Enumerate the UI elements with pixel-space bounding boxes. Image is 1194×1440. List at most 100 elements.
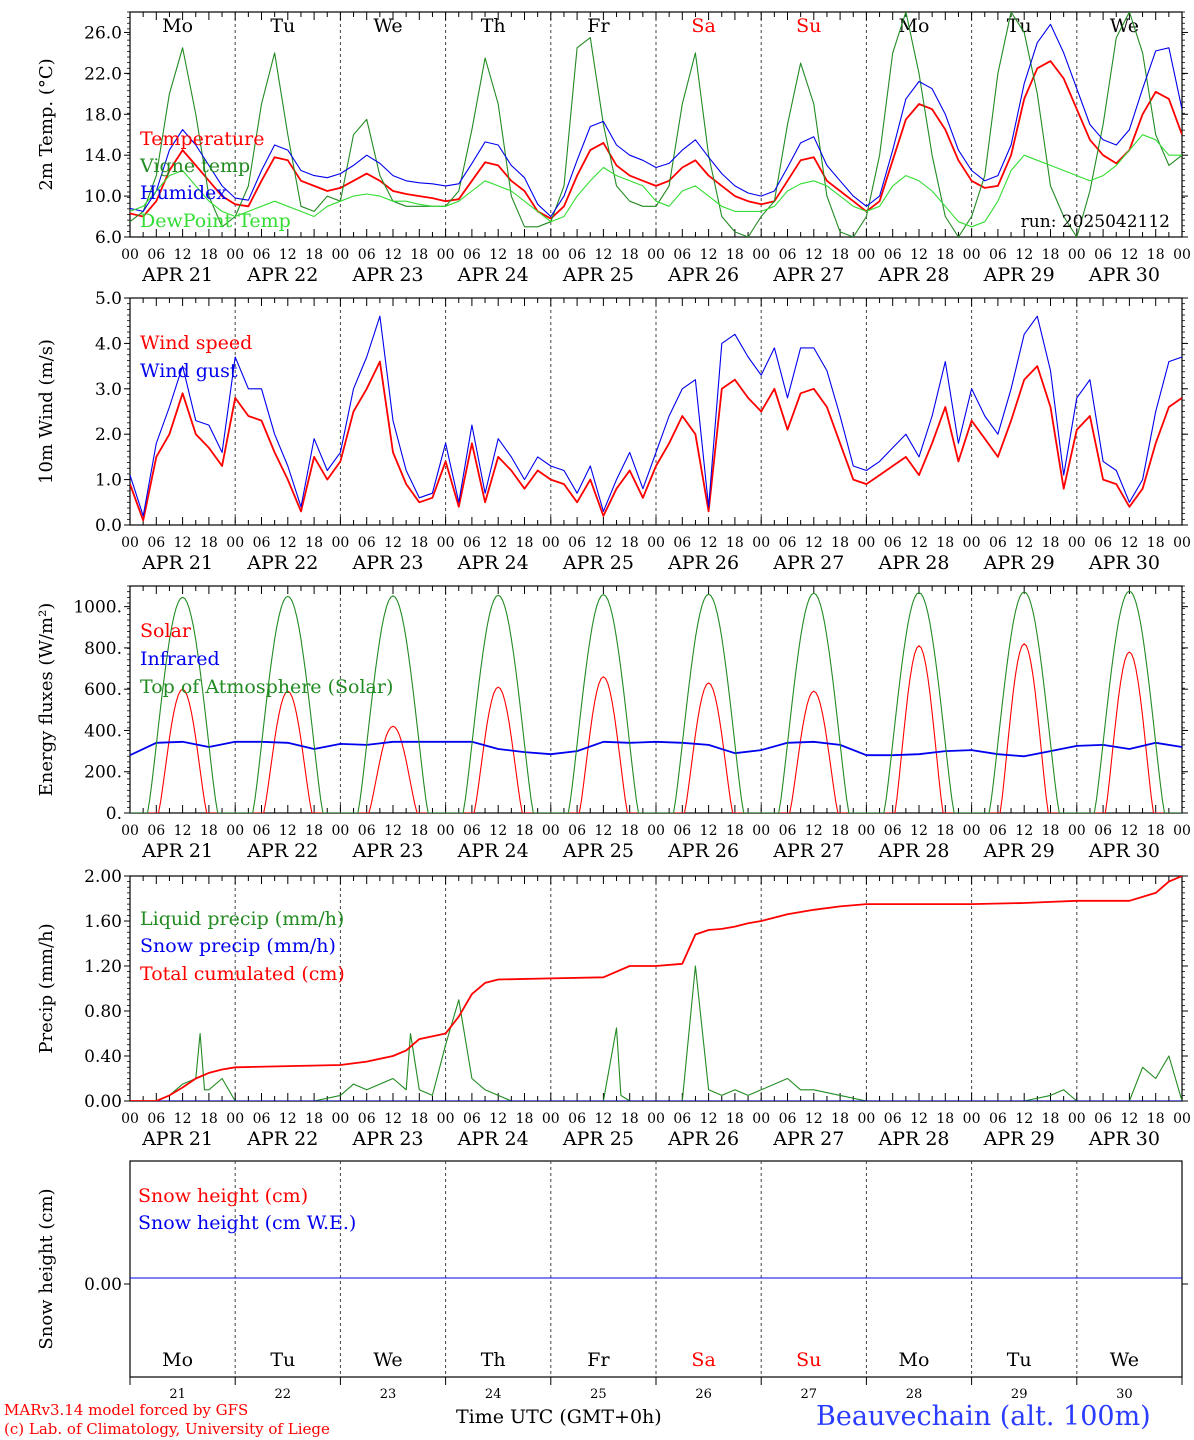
hour-tick-label: 00	[752, 535, 770, 551]
hour-tick-label: 00	[437, 535, 455, 551]
y-axis-label: 2m Temp. (°C)	[36, 58, 57, 190]
copyright-credit: (c) Lab. of Climatology, University of L…	[4, 1420, 330, 1438]
y-axis-label: Snow height (cm)	[36, 1188, 57, 1349]
hour-tick-label: 12	[174, 247, 192, 263]
y-tick-label: 200.	[84, 763, 122, 783]
hour-tick-label: 06	[884, 823, 902, 839]
hour-tick-label: 12	[1120, 1111, 1138, 1127]
plot-area	[130, 590, 1182, 813]
hour-tick-label: 18	[305, 823, 323, 839]
date-label: APR 28	[877, 1128, 949, 1150]
legend-entry: Snow precip (mm/h)	[140, 935, 336, 957]
y-tick-label: 2.00	[84, 867, 122, 887]
hour-tick-label: 00	[963, 247, 981, 263]
date-label: APR 23	[351, 264, 423, 286]
date-label: APR 27	[772, 552, 844, 574]
date-label: APR 27	[772, 1128, 844, 1150]
hour-tick-label: 12	[489, 247, 507, 263]
hour-tick-label: 00	[1173, 1111, 1191, 1127]
series-line	[130, 23, 1182, 218]
hour-tick-label: 06	[253, 247, 271, 263]
hour-tick-label: 12	[1120, 247, 1138, 263]
y-tick-label: 0.00	[84, 1275, 122, 1295]
hour-tick-label: 00	[542, 535, 560, 551]
hour-tick-label: 12	[594, 1111, 612, 1127]
date-label: APR 29	[983, 264, 1055, 286]
hour-tick-label: 00	[647, 247, 665, 263]
hour-tick-label: 18	[200, 823, 218, 839]
day-number-label: 26	[695, 1387, 712, 1402]
hour-tick-label: 12	[279, 247, 297, 263]
hour-tick-label: 00	[331, 823, 349, 839]
hour-tick-label: 06	[463, 535, 481, 551]
date-label: APR 28	[877, 264, 949, 286]
y-tick-label: 3.0	[95, 380, 122, 400]
day-name-label: Su	[796, 1349, 821, 1371]
legend-entry: Temperature	[140, 128, 264, 150]
hour-tick-label: 00	[963, 1111, 981, 1127]
hour-tick-label: 18	[410, 1111, 428, 1127]
hour-tick-label: 18	[410, 535, 428, 551]
hour-tick-label: 12	[805, 823, 823, 839]
date-label: APR 25	[562, 552, 634, 574]
hour-tick-label: 00	[1068, 1111, 1086, 1127]
hour-tick-label: 12	[805, 535, 823, 551]
hour-tick-label: 12	[594, 535, 612, 551]
hour-tick-label: 18	[200, 1111, 218, 1127]
hour-tick-label: 18	[516, 1111, 534, 1127]
series-line	[130, 12, 1182, 237]
hour-tick-label: 06	[253, 535, 271, 551]
day-number-label: 30	[1116, 1387, 1133, 1402]
hour-tick-label: 00	[437, 247, 455, 263]
hour-tick-label: 00	[437, 1111, 455, 1127]
date-label: APR 29	[983, 552, 1055, 574]
hour-tick-label: 06	[253, 1111, 271, 1127]
hour-tick-label: 12	[1120, 535, 1138, 551]
hour-tick-label: 18	[305, 535, 323, 551]
hour-tick-label: 12	[594, 247, 612, 263]
hour-tick-label: 06	[779, 1111, 797, 1127]
plot-area	[130, 876, 1182, 1101]
hour-tick-label: 18	[1042, 1111, 1060, 1127]
date-label: APR 23	[351, 552, 423, 574]
panel-1: 6.0 10.0 14.0 18.0 22.0 26.0 2m Temp. (°C) Mo Tu…	[36, 11, 1191, 286]
run-annotation: run: 2025042112	[1021, 212, 1170, 232]
hour-tick-label: 18	[936, 1111, 954, 1127]
date-label: APR 26	[667, 1128, 739, 1150]
hour-tick-label: 18	[621, 823, 639, 839]
y-tick-label: 1.0	[95, 471, 122, 491]
legend-entry: Infrared	[140, 648, 220, 670]
y-tick-label: 22.0	[84, 64, 122, 84]
hour-tick-label: 06	[358, 247, 376, 263]
hour-tick-label: 00	[121, 823, 139, 839]
panel-2: 0.0 1.0 2.0 3.0 4.0 5.0 10m Wind (m/s) 00 06 12 18…	[36, 289, 1191, 574]
hour-tick-label: 06	[1094, 1111, 1112, 1127]
legend-entry: Total cumulated (cm)	[140, 963, 345, 985]
hour-tick-label: 00	[1173, 535, 1191, 551]
hour-tick-label: 06	[147, 823, 165, 839]
date-label: APR 30	[1088, 840, 1160, 862]
y-tick-label: 1.20	[84, 957, 122, 977]
panel-5: 0.00 Snow height (cm) Mo Tu We Th Fr Sa Su Mo Tu We…	[36, 1160, 1188, 1402]
y-tick-label: 0.40	[84, 1047, 122, 1067]
hour-tick-label: 06	[989, 1111, 1007, 1127]
date-label: APR 24	[457, 264, 529, 286]
hour-tick-label: 12	[700, 823, 718, 839]
y-tick-label: 0.00	[84, 1092, 122, 1112]
legend-entry: Wind speed	[140, 332, 252, 354]
series-line	[130, 590, 1182, 813]
hour-tick-label: 00	[331, 1111, 349, 1127]
date-label: APR 28	[877, 552, 949, 574]
hour-tick-label: 18	[621, 1111, 639, 1127]
hour-tick-label: 06	[463, 823, 481, 839]
day-name-label: Tu	[270, 1349, 295, 1371]
hour-tick-label: 12	[1015, 247, 1033, 263]
hour-tick-label: 06	[1094, 823, 1112, 839]
series-line	[130, 876, 1182, 1101]
date-label: APR 21	[141, 1128, 213, 1150]
hour-tick-label: 00	[1068, 823, 1086, 839]
day-name-label: We	[1110, 15, 1139, 37]
date-label: APR 24	[457, 1128, 529, 1150]
date-label: APR 29	[983, 840, 1055, 862]
